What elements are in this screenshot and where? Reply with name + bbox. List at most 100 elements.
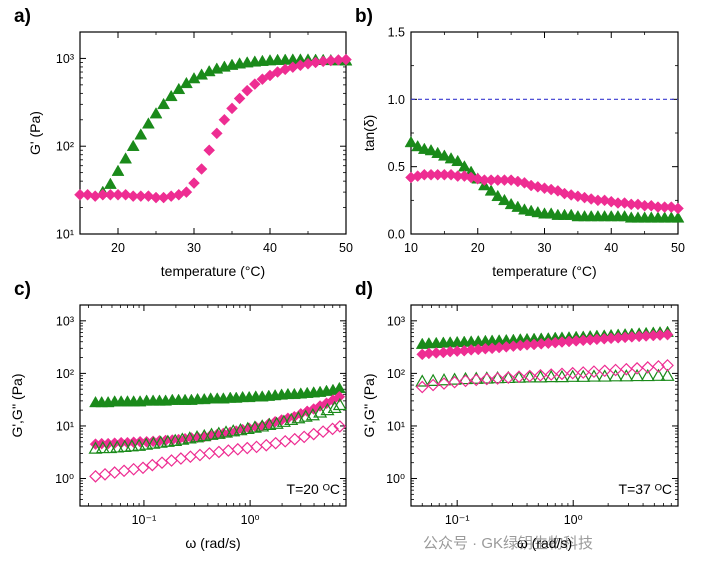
- data-point: [250, 440, 263, 454]
- data-point: [437, 377, 451, 390]
- data-point: [240, 441, 254, 455]
- data-point: [195, 163, 208, 175]
- x-tick-label: 20: [111, 241, 125, 255]
- data-point: [218, 113, 231, 126]
- data-point: [672, 202, 684, 215]
- data-point: [203, 447, 216, 460]
- data-point: [415, 380, 429, 394]
- data-point: [451, 154, 465, 167]
- data-point: [204, 427, 219, 440]
- data-point: [139, 437, 154, 450]
- data-point: [459, 374, 472, 388]
- y-axis-title: G',G'' (Pa): [9, 373, 25, 437]
- data-point: [484, 184, 498, 196]
- x-tick-label: 30: [538, 241, 552, 255]
- data-point: [609, 363, 622, 377]
- y-tick-label: 10¹: [56, 419, 74, 433]
- data-point: [332, 397, 347, 411]
- data-point: [146, 436, 161, 449]
- data-point: [640, 368, 655, 382]
- data-point: [81, 188, 94, 201]
- data-point: [136, 461, 150, 475]
- data-point: [327, 400, 342, 414]
- series-1: [74, 53, 352, 204]
- data-point: [278, 434, 292, 448]
- data-point: [479, 371, 494, 384]
- series-3: [89, 420, 347, 483]
- data-point: [469, 373, 483, 387]
- data-point: [297, 430, 311, 444]
- data-point: [241, 84, 254, 97]
- data-point: [98, 468, 112, 481]
- y-tick-label: 10²: [56, 367, 74, 381]
- data-point: [103, 440, 118, 454]
- y-tick-label: 10³: [56, 52, 74, 66]
- data-point: [269, 436, 282, 450]
- y-tick-label: 10³: [387, 314, 405, 328]
- data-point: [180, 186, 193, 198]
- data-point: [491, 372, 504, 385]
- data-point: [203, 144, 216, 157]
- series-0: [89, 381, 346, 408]
- y-tick-label: 10²: [56, 140, 74, 154]
- series-1: [405, 168, 684, 215]
- y-tick-label: 1.0: [388, 93, 405, 107]
- data-point: [504, 197, 518, 210]
- data-point: [110, 440, 125, 453]
- data-point: [523, 369, 537, 383]
- y-tick-label: 10⁰: [386, 472, 405, 486]
- y-tick-label: 0.0: [388, 228, 405, 242]
- y-tick-label: 1.5: [388, 26, 405, 40]
- data-point: [426, 373, 441, 386]
- x-axis-title: ω (rad/s): [185, 535, 240, 551]
- x-axis-title: temperature (°C): [492, 263, 596, 279]
- data-point: [437, 149, 451, 161]
- data-point: [160, 434, 175, 447]
- data-point: [340, 53, 352, 66]
- panel-label: b): [355, 6, 373, 27]
- data-point: [444, 152, 458, 164]
- data-point: [288, 432, 302, 446]
- data-point: [447, 372, 462, 385]
- data-point: [307, 427, 321, 441]
- panel-label: a): [14, 6, 31, 27]
- data-point: [534, 368, 547, 382]
- data-point: [426, 378, 440, 392]
- data-point: [619, 362, 633, 376]
- data-point: [95, 440, 110, 454]
- x-tick-label: 20: [471, 241, 485, 255]
- data-point: [145, 458, 159, 472]
- y-tick-label: 10¹: [387, 419, 405, 433]
- data-point: [88, 441, 103, 454]
- data-point: [175, 432, 190, 445]
- plot-frame: [79, 304, 347, 507]
- y-axis-title: G' (Pa): [27, 111, 43, 155]
- data-point: [119, 188, 132, 201]
- data-point: [576, 366, 590, 379]
- x-tick-label: 50: [339, 241, 353, 255]
- series-3: [415, 359, 674, 394]
- y-tick-label: 10⁰: [55, 472, 74, 486]
- data-point: [326, 422, 339, 436]
- data-point: [248, 78, 261, 90]
- y-tick-label: 10²: [387, 367, 405, 381]
- data-point: [436, 373, 452, 386]
- data-point: [193, 448, 207, 462]
- data-point: [661, 359, 674, 372]
- data-point: [103, 177, 117, 189]
- data-point: [127, 462, 140, 476]
- panel-label: c): [14, 279, 31, 300]
- data-point: [188, 177, 200, 189]
- chart-panel-d: d) 10⁻¹ 10⁰ 10⁰ 10¹ 10² 10³ ω (rad/s) G',G'' (Pa…: [355, 279, 679, 551]
- data-point: [424, 144, 438, 156]
- data-point: [587, 365, 601, 378]
- data-point: [165, 454, 178, 467]
- data-point: [164, 89, 178, 102]
- data-point: [661, 328, 674, 341]
- data-point: [157, 97, 171, 110]
- series-0: [404, 135, 685, 223]
- data-point: [233, 92, 246, 105]
- data-point: [333, 390, 346, 403]
- x-axis-title: ω (rad/s): [517, 535, 572, 551]
- data-point: [586, 369, 602, 382]
